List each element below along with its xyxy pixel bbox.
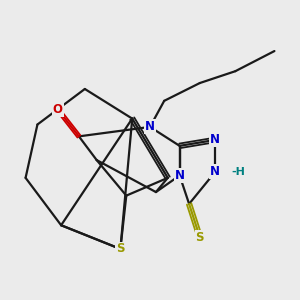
Text: N: N	[210, 134, 220, 146]
Text: N: N	[175, 169, 184, 182]
Text: -H: -H	[232, 167, 246, 177]
Text: S: S	[196, 231, 204, 244]
Text: N: N	[145, 120, 155, 134]
Text: S: S	[116, 242, 124, 255]
Text: N: N	[210, 165, 220, 178]
Text: O: O	[52, 103, 63, 116]
